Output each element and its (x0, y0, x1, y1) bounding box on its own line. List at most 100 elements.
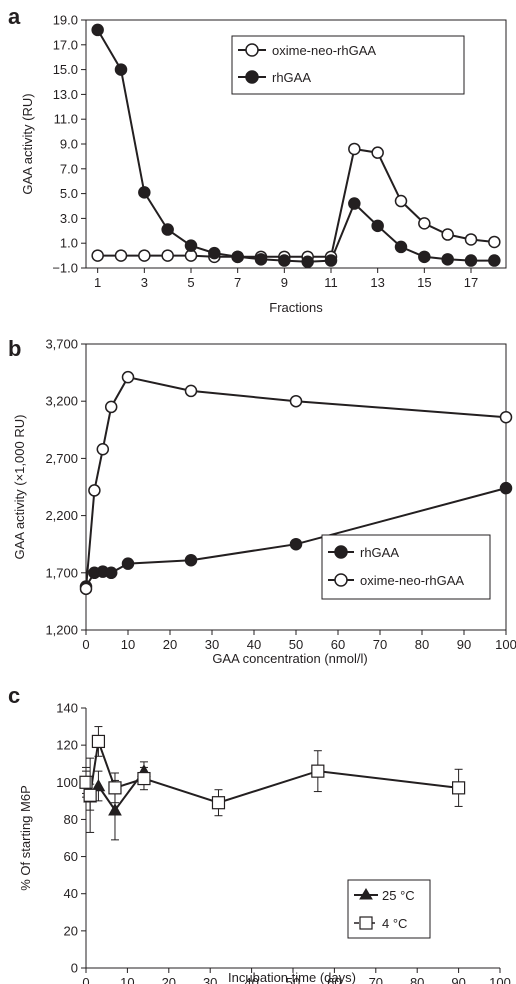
data-point (464, 254, 478, 267)
data-point (499, 410, 513, 424)
panel-a-series-line-0 (97, 147, 495, 258)
x-tick-label: 40 (247, 637, 261, 652)
data-point (96, 442, 110, 456)
x-tick-label: 10 (121, 637, 135, 652)
panel-a-y-ticks: −1.0 1.0 3.0 5.0 7.0 9.0 11.0 13.0 15.0 17.0 19.0 (52, 13, 86, 276)
y-tick-label: 0 (71, 961, 78, 976)
data-point (254, 253, 268, 266)
data-point (104, 400, 118, 414)
data-point (91, 23, 104, 37)
data-point (371, 146, 384, 159)
y-tick-label: 1,200 (45, 623, 78, 638)
data-point (289, 394, 303, 408)
panel-a-letter: a (8, 4, 21, 29)
data-point (114, 249, 128, 262)
y-tick-label: 13.0 (53, 87, 78, 102)
data-point (488, 235, 501, 249)
x-tick-label: 9 (281, 275, 288, 290)
panel-c-x-ticks: 0 10 20 30 40 50 60 70 80 90 100 (82, 968, 511, 984)
y-tick-label: 60 (64, 849, 78, 864)
panel-a-legend-label-oxime: oxime-neo-rhGAA (272, 43, 376, 58)
y-tick-label: 3,200 (45, 394, 78, 409)
data-point (324, 254, 338, 267)
panel-a-series (91, 23, 501, 269)
data-point (79, 582, 93, 596)
panel-b-legend: rhGAA oxime-neo-rhGAA (321, 534, 491, 600)
y-tick-label: −1.0 (52, 261, 78, 276)
y-tick-label: 1,700 (45, 565, 78, 580)
panel-c: c 0 20 40 60 80 100 120 140 0 10 20 30 40 50 60 70 80 90… (8, 683, 511, 984)
x-tick-label: 30 (205, 637, 219, 652)
x-tick-label: 15 (417, 275, 431, 290)
x-tick-label: 70 (369, 975, 383, 984)
panel-b-x-ticks: 0 10 20 30 40 50 60 70 80 90 100 (82, 630, 516, 652)
data-point (91, 249, 104, 262)
panel-b-series-line-1 (85, 376, 507, 589)
data-point (311, 764, 325, 778)
x-tick-label: 40 (244, 975, 258, 984)
legend-marker-open-circle (245, 43, 259, 57)
data-point (289, 537, 303, 551)
panel-c-series (79, 726, 466, 841)
y-tick-label: 11.0 (54, 112, 78, 127)
data-point (108, 803, 122, 816)
data-point (441, 228, 454, 241)
data-point (348, 197, 361, 210)
data-point (91, 734, 106, 749)
x-tick-label: 80 (415, 637, 429, 652)
legend-marker-filled-circle (245, 70, 259, 84)
panel-c-letter: c (8, 683, 20, 708)
panel-a: a −1.0 1.0 3.0 5.0 7.0 9.0 11.0 13.0 15.0 17.0 19.… (8, 4, 507, 315)
panel-c-legend-label-25c: 25 °C (382, 888, 415, 903)
data-point (114, 63, 128, 76)
data-point (88, 484, 101, 497)
x-tick-label: 70 (373, 637, 387, 652)
y-tick-label: 120 (56, 738, 78, 753)
panel-b: b 1,200 1,700 2,200 2,700 3,200 3,700 0 10 20 30… (8, 336, 516, 666)
panel-a-legend-label-rhgaa: rhGAA (272, 70, 311, 85)
x-tick-label: 60 (327, 975, 341, 984)
data-point (464, 233, 478, 246)
data-point (211, 796, 226, 810)
data-point (394, 194, 408, 208)
panel-b-series (79, 370, 513, 596)
x-tick-label: 0 (82, 975, 89, 984)
legend-marker-open-circle (334, 573, 348, 587)
y-tick-label: 20 (64, 923, 78, 938)
legend-marker-open-square (359, 916, 373, 930)
data-point (79, 775, 93, 789)
panel-a-legend: oxime-neo-rhGAA rhGAA (231, 35, 465, 95)
panel-c-y-ticks: 0 20 40 60 80 100 120 140 (56, 701, 86, 976)
data-point (441, 253, 454, 266)
data-point (83, 788, 97, 802)
y-tick-label: 19.0 (53, 13, 78, 28)
y-tick-label: 15.0 (53, 62, 78, 77)
data-point (104, 566, 118, 580)
panel-b-legend-label-rhgaa: rhGAA (360, 545, 399, 560)
data-point (161, 249, 174, 262)
panel-c-y-axis-title: % Of starting M6P (18, 785, 33, 890)
x-tick-label: 100 (495, 637, 516, 652)
x-tick-label: 13 (370, 275, 384, 290)
data-point (231, 250, 244, 264)
legend-marker-filled-circle (334, 545, 348, 559)
data-point (371, 219, 384, 233)
panel-a-y-axis-title: GAA activity (RU) (20, 93, 35, 194)
panel-b-legend-box (321, 534, 491, 600)
data-point (208, 246, 221, 260)
data-point (348, 142, 361, 156)
y-tick-label: 80 (64, 812, 78, 827)
panel-a-x-axis-title: Fractions (269, 300, 323, 315)
panel-b-legend-label-oxime: oxime-neo-rhGAA (360, 573, 464, 588)
y-tick-label: 3.0 (60, 211, 78, 226)
panel-b-x-axis-title: GAA concentration (nmol/l) (212, 651, 367, 666)
y-tick-label: 1.0 (60, 236, 78, 251)
x-tick-label: 5 (187, 275, 194, 290)
data-point (108, 781, 122, 795)
data-point (161, 223, 174, 236)
data-point (278, 254, 291, 267)
legend-marker-filled-triangle (359, 888, 373, 900)
y-tick-label: 40 (64, 886, 78, 901)
panel-a-legend-box (231, 35, 465, 95)
